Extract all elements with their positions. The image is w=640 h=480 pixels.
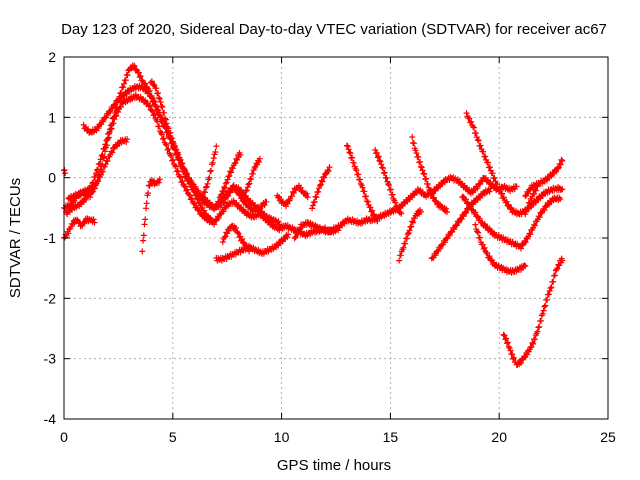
axis-tick-labels: 0 5 10 15 20 25 -4 -3 -2 -1 0 1 2 [44,49,616,445]
data-trace [148,78,215,225]
data-trace [309,164,333,212]
y-tick-label: -3 [44,351,57,367]
x-tick-label: 25 [600,429,616,445]
data-points [61,62,566,368]
x-axis-label: GPS time / hours [277,457,391,474]
data-trace [463,110,566,218]
data-trace [200,143,220,201]
data-trace [274,182,311,210]
x-tick-label: 20 [491,429,507,445]
data-trace [522,180,542,218]
x-tick-label: 0 [60,429,68,445]
y-tick-label: 2 [48,49,56,65]
y-axis-label: SDTVAR / TECUs [7,178,24,298]
data-trace [472,221,529,276]
data-trace [291,173,520,242]
data-trace [213,231,292,264]
data-trace [213,150,244,210]
data-trace [65,136,131,203]
grid-lines [64,57,608,419]
data-trace [343,142,381,225]
data-trace [409,134,450,216]
x-tick-label: 5 [169,429,177,445]
data-trace [396,207,424,264]
y-tick-label: -1 [44,230,57,246]
y-tick-label: -4 [44,411,57,427]
data-trace [61,215,98,241]
data-trace [239,155,263,204]
y-tick-label: 1 [48,109,56,125]
y-tick-label: 0 [48,170,56,186]
data-trace [459,193,564,252]
chart-title: Day 123 of 2020, Sidereal Day-to-day VTE… [61,21,607,38]
data-trace [139,176,163,255]
data-trace [61,91,342,240]
data-trace [372,147,405,217]
data-trace [61,167,69,177]
axis-ticks [63,56,609,420]
x-tick-label: 15 [383,429,399,445]
data-trace [500,255,566,368]
y-tick-label: -2 [44,290,57,306]
x-tick-label: 10 [274,429,290,445]
